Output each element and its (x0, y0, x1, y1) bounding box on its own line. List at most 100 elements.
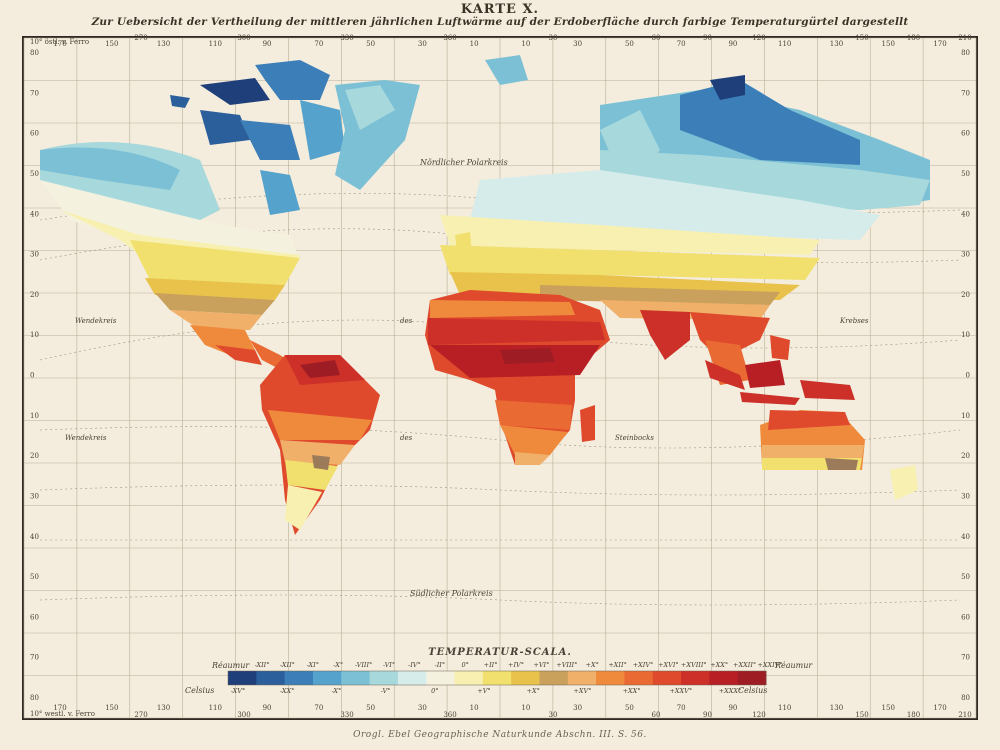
north-america (40, 60, 420, 372)
degree-tick-bottom: 60 (652, 711, 661, 719)
latitude-tick-right: 80 (961, 694, 970, 702)
latitude-tick-right: 10 (961, 331, 970, 339)
latitude-tick-left: 30 (30, 251, 39, 259)
label-tropic-capricorn-right: Steinbocks (615, 434, 654, 442)
longitude-tick-bottom: 170 (53, 704, 66, 712)
longitude-tick-bottom: 130 (830, 704, 843, 712)
degree-tick-top: 150 (855, 34, 868, 42)
scale-color-swatch (454, 671, 484, 685)
scale-celsius-value: +XXX° (719, 687, 742, 695)
scale-reaumur-value: -X° (333, 661, 343, 669)
label-tropic-capricorn-left: Wendekreis (65, 434, 107, 442)
australia (760, 410, 918, 500)
scale-reaumur-value: +XXIV° (757, 661, 782, 669)
longitude-ticks-bottom: 170 150 130 110 90 70 50 30 10 10 30 50 70 90 110 130 15… (53, 704, 971, 719)
latitude-tick-right: 20 (961, 452, 970, 460)
scale-color-swatch (312, 671, 342, 685)
scale-reaumur-value: -XII° (255, 661, 270, 669)
degree-tick-bottom: 210 (958, 711, 971, 719)
latitude-tick-right: 30 (961, 492, 970, 500)
latitude-tick-left: 60 (30, 613, 39, 621)
degree-tick-top: 300 (237, 34, 250, 42)
longitude-tick-bottom: 30 (418, 704, 427, 712)
scale-celsius-value: -XV° (231, 687, 246, 695)
longitude-ticks-top: 170 150 130 110 90 70 50 30 10 10 30 50 70 90 110 130 15… (53, 34, 971, 48)
scale-celsius-value: -XX° (280, 687, 294, 695)
scale-band-border (227, 670, 767, 686)
map-title: KARTE X. (460, 2, 540, 17)
scale-celsius-value: +X° (527, 687, 540, 695)
longitude-tick-bottom: 90 (728, 704, 737, 712)
degree-tick-bottom: 90 (703, 711, 712, 719)
scale-reaumur-value: +XX° (710, 661, 728, 669)
longitude-tick-top: 50 (625, 40, 634, 48)
latitude-tick-left: 20 (30, 291, 39, 299)
scale-celsius-value: -V° (381, 687, 391, 695)
scale-celsius-label-left: Celsius (185, 686, 214, 695)
south-america (260, 355, 380, 535)
longitude-tick-bottom: 150 (105, 704, 118, 712)
scale-color-swatch (397, 671, 427, 685)
degree-tick-bottom: 270 (134, 711, 147, 719)
south-east-asia-islands (705, 335, 855, 405)
degree-tick-bottom: 30 (549, 711, 558, 719)
scale-celsius-label-right: Celsius (738, 686, 767, 695)
scale-color-swatch (369, 671, 399, 685)
scale-reaumur-value: -XII° (280, 661, 295, 669)
latitude-tick-left: 40 (30, 210, 39, 218)
scale-color-swatch (709, 671, 739, 685)
label-tropic-cancer-right: Krebses (839, 317, 869, 325)
degree-tick-bottom: 180 (907, 711, 920, 719)
scale-reaumur-value: -VIII° (355, 661, 372, 669)
footer-credit: Orogl. Ebel Geographische Naturkunde Abs… (353, 730, 647, 740)
scale-color-swatch (256, 671, 286, 685)
latitude-tick-right: 40 (961, 533, 970, 541)
scale-celsius-value: -X° (331, 687, 341, 695)
longitude-tick-top: 130 (830, 40, 843, 48)
longitude-tick-bottom: 50 (366, 704, 375, 712)
latitude-tick-right: 10 (961, 412, 970, 420)
scale-reaumur-value: -VI° (383, 661, 395, 669)
longitude-tick-bottom: 110 (778, 704, 791, 712)
latitude-tick-right: 40 (961, 210, 970, 218)
longitude-tick-bottom: 150 (882, 704, 895, 712)
label-prime-bottom: 10° westl. v. Ferro (30, 710, 95, 718)
label-tropic-cancer-mid: des (400, 317, 413, 325)
longitude-tick-top: 170 (53, 40, 66, 48)
latitude-tick-left: 80 (30, 694, 39, 702)
latitude-tick-left: 10 (30, 412, 39, 420)
scale-reaumur-value: +XXII° (733, 661, 756, 669)
longitude-tick-bottom: 10 (470, 704, 479, 712)
scale-reaumur-value: -II° (435, 661, 446, 669)
scale-celsius-value: +XXV° (669, 687, 692, 695)
longitude-tick-top: 70 (677, 40, 686, 48)
latitude-tick-right: 80 (961, 49, 970, 57)
longitude-tick-top: 130 (157, 40, 170, 48)
scale-reaumur-value: +II° (484, 661, 498, 669)
longitude-tick-top: 170 (933, 40, 946, 48)
scale-color-band (227, 670, 767, 686)
longitude-tick-top: 30 (573, 40, 582, 48)
longitude-tick-top: 90 (728, 40, 737, 48)
scale-color-swatch (511, 671, 540, 685)
degree-tick-top: 330 (340, 34, 353, 42)
scale-reaumur-value: +XVI° (658, 661, 679, 669)
latitude-tick-left: 70 (30, 654, 39, 662)
scale-color-swatch (624, 671, 654, 685)
scale-celsius-value: +V° (477, 687, 490, 695)
scale-celsius-values: -XV° -XX° -X° -V° 0° +V° +X° +XV° +XX° +XXV° +XXX° (231, 687, 742, 695)
latitude-tick-left: 30 (30, 492, 39, 500)
label-tropic-capricorn-mid: des (400, 434, 413, 442)
label-north-polar-circle: Nördlicher Polarkreis (419, 158, 508, 167)
latitude-tick-left: 50 (30, 170, 39, 178)
scale-color-swatch (341, 671, 371, 685)
scale-color-swatch (567, 671, 597, 685)
latitude-tick-left: 60 (30, 130, 39, 138)
longitude-tick-bottom: 10 (521, 704, 530, 712)
scale-celsius-value: +XX° (623, 687, 641, 695)
scale-celsius-value: 0° (431, 687, 438, 695)
scale-reaumur-value: -XI° (307, 661, 319, 669)
scale-reaumur-value: 0° (462, 661, 469, 669)
map-subtitle: Zur Uebersicht der Vertheilung der mittl… (91, 16, 909, 28)
